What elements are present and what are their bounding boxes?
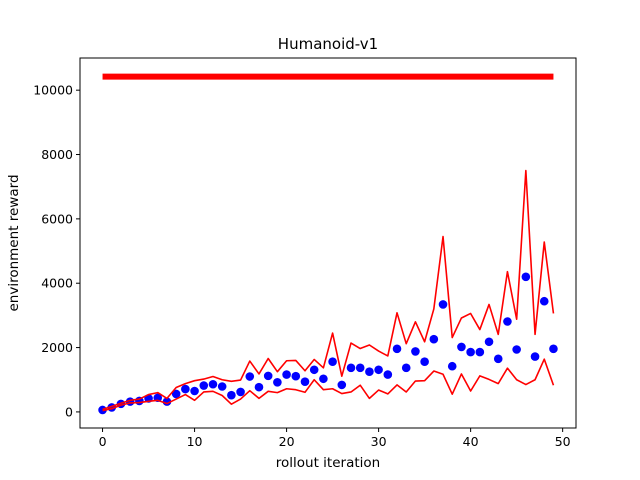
lower-line xyxy=(102,358,555,412)
mean-point xyxy=(503,317,512,326)
y-tick-label: 4000 xyxy=(41,276,73,291)
x-tick-label: 10 xyxy=(187,434,203,449)
mean-point xyxy=(549,344,558,354)
mean-point xyxy=(374,365,383,375)
mean-point xyxy=(337,380,347,390)
chart-title: Humanoid-v1 xyxy=(278,35,378,53)
mean-point xyxy=(383,370,393,379)
mean-point xyxy=(365,367,374,377)
y-tick-label: 2000 xyxy=(41,340,73,355)
mean-point xyxy=(457,342,466,352)
y-axis: 0 2000 4000 6000 8000 10000 xyxy=(33,83,80,419)
x-tick-label: 20 xyxy=(279,434,295,449)
mean-point xyxy=(539,296,549,306)
mean-point xyxy=(319,374,328,384)
mean-point xyxy=(429,334,439,344)
mean-point xyxy=(328,357,337,367)
mean-point xyxy=(190,386,199,396)
mean-point xyxy=(447,361,457,371)
mean-point xyxy=(236,387,245,397)
plot-frame xyxy=(79,57,577,429)
plot-area xyxy=(98,73,558,415)
mean-point xyxy=(475,347,485,357)
mean-point xyxy=(420,357,429,367)
mean-point xyxy=(530,352,540,361)
mean-point xyxy=(346,363,356,373)
x-tick-label: 30 xyxy=(371,434,387,449)
mean-point xyxy=(245,372,255,381)
y-axis-label: environment reward xyxy=(6,174,22,311)
mean-point xyxy=(263,371,273,381)
mean-point xyxy=(512,345,521,354)
x-axis-label: rollout iteration xyxy=(276,455,380,471)
mean-point xyxy=(392,344,402,354)
mean-point xyxy=(181,384,190,394)
mean-point xyxy=(199,381,209,390)
mean-point xyxy=(291,371,301,381)
mean-point xyxy=(521,272,531,282)
mean-point xyxy=(227,390,236,400)
mean-point xyxy=(466,347,475,357)
mean-point xyxy=(254,382,264,392)
x-tick-label: 40 xyxy=(463,434,479,449)
y-tick-label: 8000 xyxy=(41,147,73,162)
upper-line xyxy=(102,169,555,411)
mean-point xyxy=(493,354,503,364)
mean-point xyxy=(162,397,172,406)
mean-point xyxy=(217,382,227,391)
y-tick-label: 0 xyxy=(65,404,73,419)
mean-point xyxy=(208,379,218,389)
mean-point xyxy=(401,363,411,373)
mean-point xyxy=(300,377,310,386)
x-tick-label: 50 xyxy=(555,434,571,449)
mean-point xyxy=(282,370,291,379)
mean-point xyxy=(438,300,448,309)
x-axis: 0 10 20 30 40 50 xyxy=(99,428,571,449)
mean-point xyxy=(355,363,365,373)
mean-point xyxy=(273,378,282,387)
x-tick-label: 0 xyxy=(99,434,107,449)
y-tick-label: 6000 xyxy=(41,211,73,226)
mean-point xyxy=(411,347,420,356)
y-tick-label: 10000 xyxy=(33,83,73,98)
mean-point xyxy=(309,365,319,375)
mean-point xyxy=(484,337,494,347)
mean-point xyxy=(171,389,181,399)
